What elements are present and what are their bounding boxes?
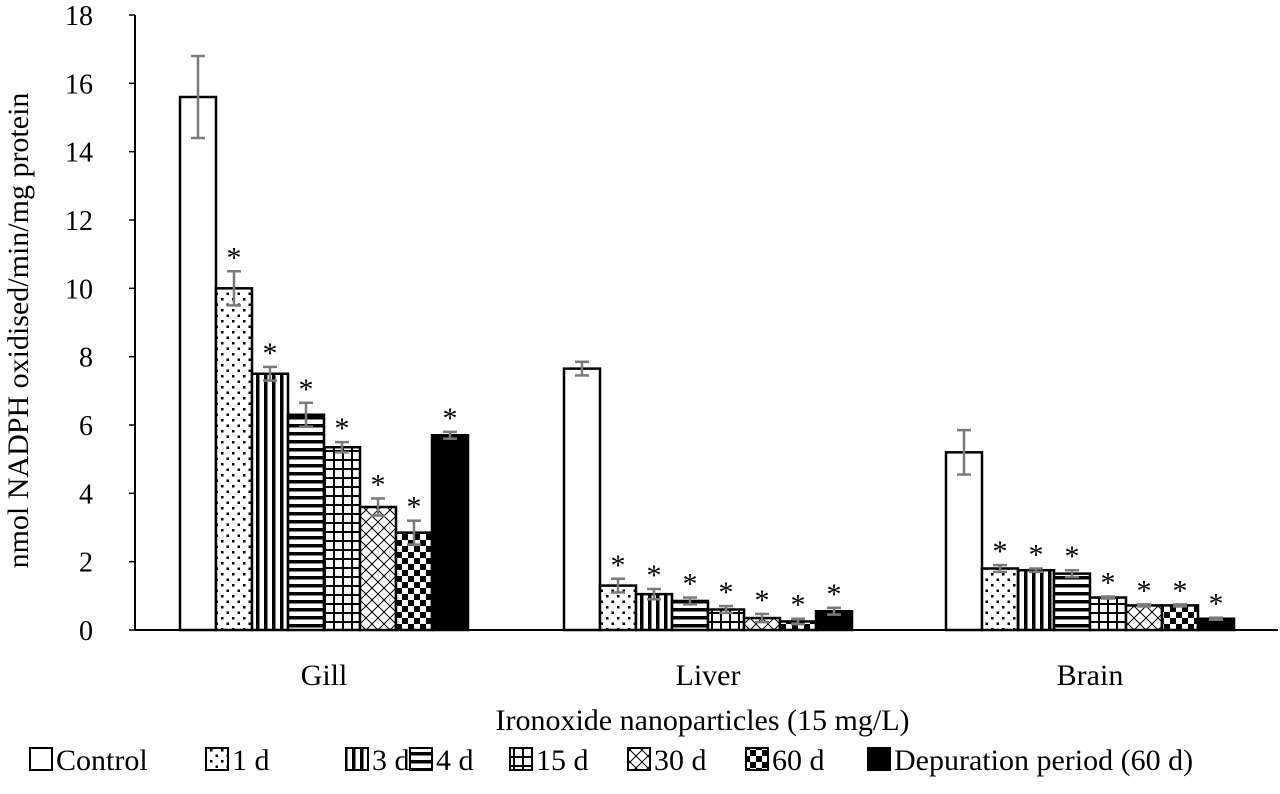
bar: [1124, 604, 1164, 632]
significance-marker: *: [993, 535, 1008, 568]
legend-label: 60 d: [772, 744, 825, 777]
bar: [562, 367, 602, 632]
significance-marker: *: [227, 241, 242, 274]
legend-label: 4 d: [436, 744, 474, 777]
y-tick-label: 10: [65, 274, 93, 305]
legend-swatch: [345, 747, 369, 771]
significance-marker: *: [611, 549, 626, 582]
significance-marker: *: [1029, 539, 1044, 572]
legend-swatch: [509, 747, 533, 771]
x-tick-label: Liver: [676, 659, 741, 692]
x-tick-label: Brain: [1057, 659, 1124, 692]
significance-marker: *: [755, 584, 770, 617]
significance-marker: *: [407, 491, 422, 524]
significance-marker: *: [1137, 574, 1152, 607]
significance-marker: *: [683, 568, 698, 601]
labels: nmol NADPH oxidised/min/mg protein Ironox…: [2, 93, 1224, 737]
legend: Control 1 d 3 d 4 d 15 d 30 d 60 d Depuration p…: [29, 744, 1193, 777]
y-tick-label: 16: [65, 69, 93, 100]
x-axis-title: Ironoxide nanoparticles (15 mg/L): [495, 704, 909, 737]
bar: [1052, 572, 1092, 632]
significance-marker: *: [719, 576, 734, 609]
bar: [178, 95, 218, 632]
legend-label: 1 d: [232, 744, 270, 777]
y-axis-title: nmol NADPH oxidised/min/mg protein: [2, 93, 35, 569]
bar: [358, 505, 398, 632]
y-tick-label: 12: [65, 206, 93, 237]
bar: [322, 445, 362, 632]
legend-swatch: [745, 747, 769, 771]
legend-label: 30 d: [654, 744, 707, 777]
bar: [250, 372, 290, 632]
y-tick-label: 0: [79, 616, 93, 647]
legend-swatch: [409, 747, 433, 771]
bar: [944, 451, 984, 632]
x-tick-label: Gill: [301, 659, 348, 692]
legend-swatch: [29, 747, 53, 771]
significance-marker: *: [371, 468, 386, 501]
bar: [1160, 604, 1200, 632]
legend-label: 15 d: [536, 744, 589, 777]
y-tick-label: 6: [79, 411, 93, 442]
bar: [286, 413, 326, 632]
bars: [178, 54, 1236, 632]
significance-marker: *: [827, 578, 842, 611]
y-tick-label: 14: [65, 138, 93, 169]
legend-label: Depuration period (60 d): [894, 744, 1193, 777]
y-tick-label: 2: [79, 548, 93, 579]
significance-marker: *: [647, 559, 662, 592]
legend-label: 3 d: [372, 744, 410, 777]
legend-swatch: [627, 747, 651, 771]
significance-marker: *: [299, 373, 314, 406]
bar: [980, 567, 1020, 632]
legend-label: Control: [56, 744, 148, 777]
significance-marker: *: [443, 402, 458, 435]
significance-marker: *: [1173, 574, 1188, 607]
significance-marker: *: [335, 412, 350, 445]
significance-marker: *: [791, 589, 806, 622]
legend-swatch: [205, 747, 229, 771]
legend-swatch: [867, 747, 891, 771]
significance-marker: *: [263, 337, 278, 370]
y-tick-label: 4: [79, 479, 93, 510]
bar: [430, 434, 470, 632]
significance-marker: *: [1101, 567, 1116, 600]
bar: [394, 531, 434, 632]
significance-marker: *: [1209, 588, 1224, 621]
bar: [1088, 596, 1128, 632]
significance-marker: *: [1065, 540, 1080, 573]
y-tick-label: 8: [79, 343, 93, 374]
y-tick-label: 18: [65, 1, 93, 32]
bar: [214, 287, 254, 632]
bar: [1016, 568, 1056, 632]
